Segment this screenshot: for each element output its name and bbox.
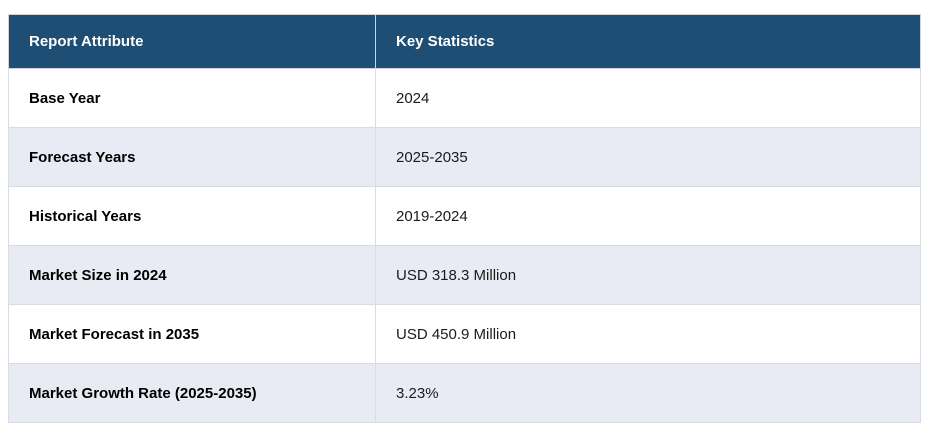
table-row-historical-years: Historical Years 2019-2024 xyxy=(8,186,921,246)
attribute-cell: Historical Years xyxy=(8,186,376,246)
attribute-cell: Market Size in 2024 xyxy=(8,245,376,305)
table-row-base-year: Base Year 2024 xyxy=(8,68,921,128)
table-row-forecast-years: Forecast Years 2025-2035 xyxy=(8,127,921,187)
value-cell: 2019-2024 xyxy=(375,186,921,246)
table-row-market-growth-rate: Market Growth Rate (2025-2035) 3.23% xyxy=(8,363,921,423)
attribute-cell: Market Growth Rate (2025-2035) xyxy=(8,363,376,423)
header-cell-key-statistics: Key Statistics xyxy=(375,14,921,69)
table-row-market-size: Market Size in 2024 USD 318.3 Million xyxy=(8,245,921,305)
attribute-cell: Forecast Years xyxy=(8,127,376,187)
attribute-cell: Market Forecast in 2035 xyxy=(8,304,376,364)
value-cell: 2024 xyxy=(375,68,921,128)
value-cell: 3.23% xyxy=(375,363,921,423)
report-summary-table: Report Attribute Key Statistics Base Yea… xyxy=(8,14,921,423)
value-cell: USD 318.3 Million xyxy=(375,245,921,305)
header-cell-report-attribute: Report Attribute xyxy=(8,14,376,69)
attribute-cell: Base Year xyxy=(8,68,376,128)
table-row-market-forecast: Market Forecast in 2035 USD 450.9 Millio… xyxy=(8,304,921,364)
table-header-row: Report Attribute Key Statistics xyxy=(8,14,921,69)
value-cell: 2025-2035 xyxy=(375,127,921,187)
value-cell: USD 450.9 Million xyxy=(375,304,921,364)
